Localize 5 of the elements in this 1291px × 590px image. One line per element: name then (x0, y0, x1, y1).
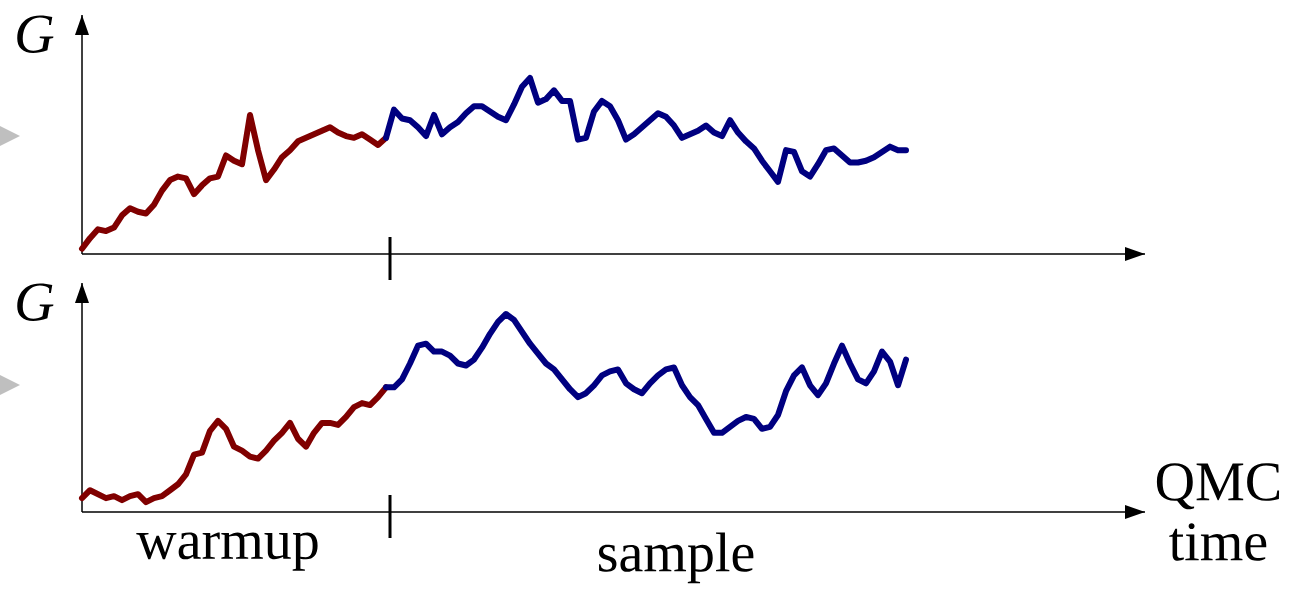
text: sample (598, 532, 754, 584)
y-axis-title: G (17, 15, 54, 53)
x-axis-title: QMC time (1156, 463, 1280, 561)
text: warmup (136, 532, 318, 571)
y-axis-title: G (17, 283, 54, 321)
